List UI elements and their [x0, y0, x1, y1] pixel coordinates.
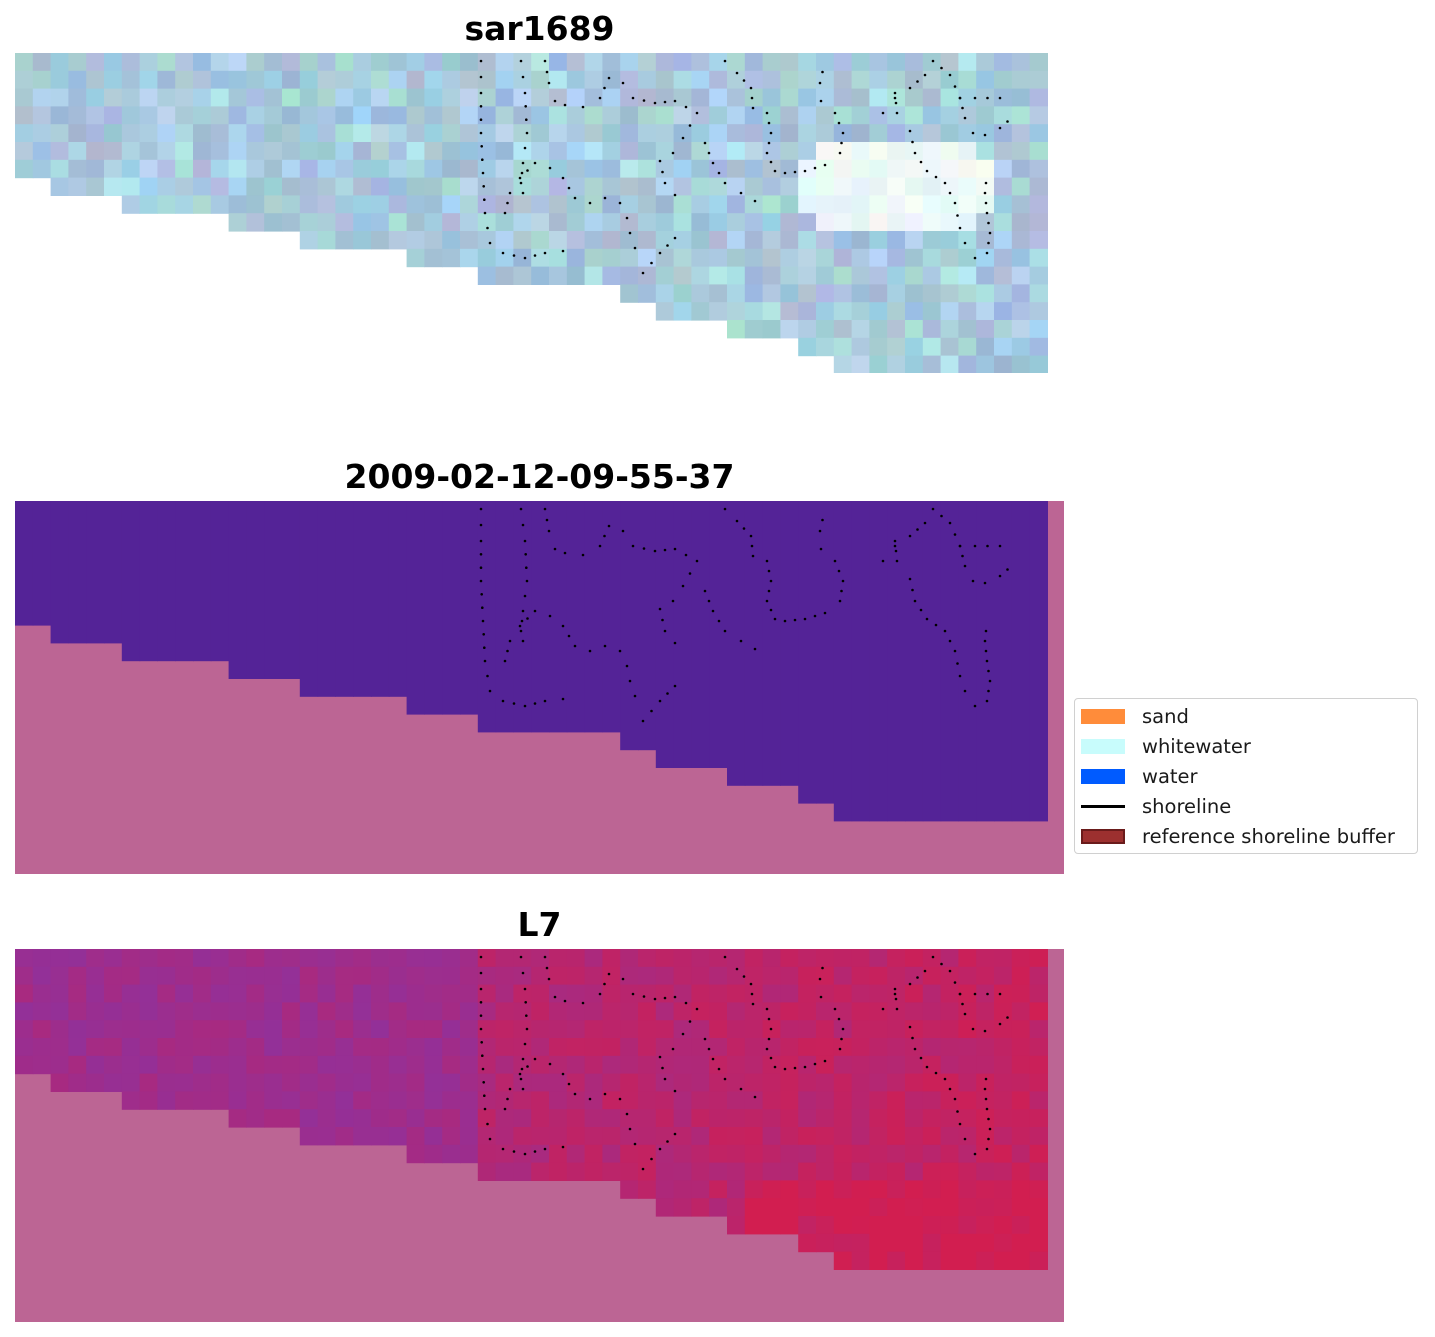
- index-image-panel: [15, 949, 1064, 1322]
- shoreline-dots: [479, 955, 1009, 1171]
- shoreline-dots: [479, 59, 1009, 275]
- legend-item-water: water: [1081, 763, 1198, 789]
- reference-buffer-swatch: [1081, 828, 1125, 844]
- legend-label: water: [1142, 764, 1198, 788]
- panel-title-index: L7: [517, 905, 562, 944]
- classified-image-panel: [15, 501, 1064, 874]
- legend: sand whitewater water shoreline referenc…: [1074, 698, 1418, 854]
- legend-label: sand: [1142, 704, 1189, 728]
- water-class-raster: [15, 501, 1048, 822]
- panel-title-classified: 2009-02-12-09-55-37: [344, 457, 735, 496]
- rgb-image-panel: [15, 53, 1048, 373]
- shoreline-dots: [479, 507, 1009, 723]
- whitewater-swatch: [1081, 738, 1125, 754]
- legend-item-sand: sand: [1081, 703, 1189, 729]
- shoreline-line-swatch: [1081, 804, 1125, 808]
- legend-label: shoreline: [1142, 794, 1232, 818]
- water-swatch: [1081, 768, 1125, 784]
- legend-label: whitewater: [1142, 734, 1251, 758]
- legend-item-whitewater: whitewater: [1081, 733, 1251, 759]
- index-raster: [15, 949, 1048, 1270]
- legend-item-reference-buffer: reference shoreline buffer: [1081, 823, 1395, 849]
- rgb-raster: [15, 53, 1048, 373]
- legend-label: reference shoreline buffer: [1142, 824, 1395, 848]
- legend-item-shoreline: shoreline: [1081, 793, 1231, 819]
- panel-title-rgb: sar1689: [464, 9, 615, 48]
- sand-swatch: [1081, 708, 1125, 724]
